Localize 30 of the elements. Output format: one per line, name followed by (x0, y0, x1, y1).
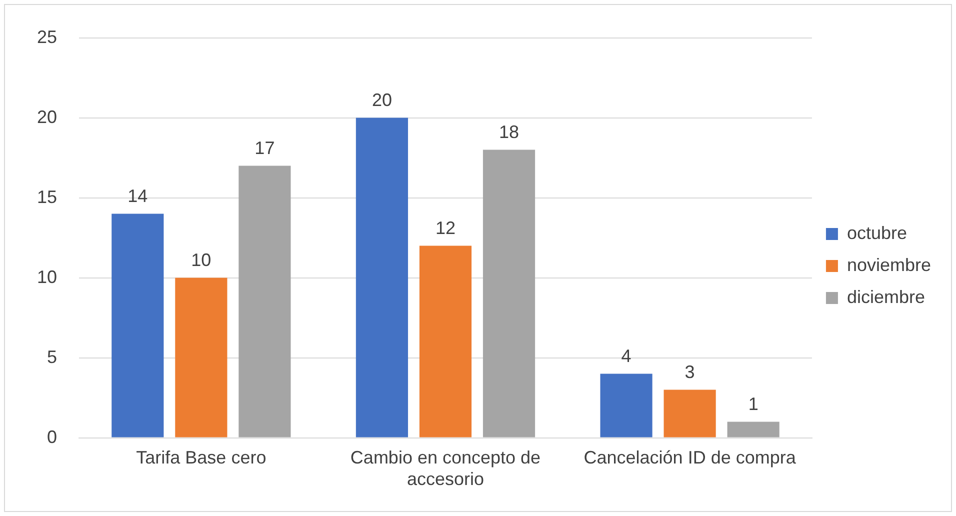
data-label: 18 (498, 122, 520, 142)
legend-label: octubre (846, 222, 908, 243)
data-label: 12 (435, 218, 456, 238)
bar (356, 118, 408, 438)
bar (419, 246, 472, 438)
bar (727, 422, 780, 438)
bar (175, 278, 228, 438)
data-label: 1 (748, 394, 758, 414)
y-tick-label: 5 (47, 346, 58, 367)
data-label: 20 (372, 90, 392, 110)
data-label: 14 (128, 186, 148, 206)
x-tick-label: Cancelación ID de compra (584, 448, 797, 468)
y-tick-label: 0 (47, 426, 58, 447)
data-label: 10 (191, 250, 212, 270)
legend-label: noviembre (846, 254, 932, 275)
legend-label: diciembre (846, 286, 925, 307)
data-label: 4 (621, 346, 632, 366)
data-label: 3 (684, 362, 695, 382)
x-tick-label: Cambio en concepto de accesorio (350, 448, 541, 490)
x-tick-label: Tarifa Base cero (136, 448, 266, 468)
bar (112, 214, 164, 438)
y-tick-label: 10 (36, 266, 58, 287)
y-tick-label: 20 (36, 106, 58, 127)
y-tick-label: 25 (36, 26, 58, 47)
y-tick-label: 15 (36, 186, 58, 207)
bar (600, 374, 652, 438)
bar (238, 166, 291, 438)
bar (482, 150, 536, 438)
data-label: 17 (254, 138, 275, 158)
bar (664, 390, 716, 438)
